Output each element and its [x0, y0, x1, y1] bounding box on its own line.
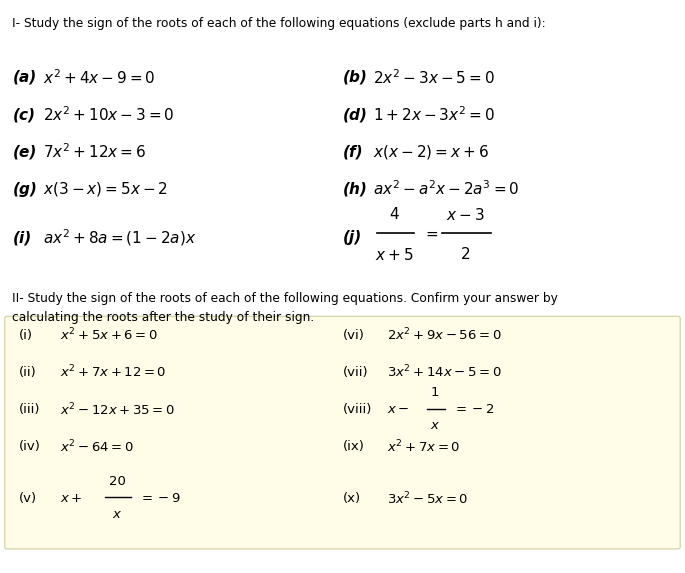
- Text: $1 + 2x - 3x^2 = 0$: $1 + 2x - 3x^2 = 0$: [373, 105, 495, 124]
- Text: $7x^2 + 12x = 6$: $7x^2 + 12x = 6$: [43, 143, 147, 161]
- Text: $3x^2 - 5x = 0$: $3x^2 - 5x = 0$: [387, 490, 469, 507]
- Text: (e): (e): [12, 144, 37, 159]
- Text: (x): (x): [342, 492, 360, 505]
- Text: (f): (f): [342, 144, 363, 159]
- Text: $=$: $=$: [423, 226, 439, 241]
- Text: (j): (j): [342, 230, 362, 245]
- Text: (i): (i): [19, 329, 33, 342]
- Text: 2: 2: [461, 248, 471, 262]
- Text: (viii): (viii): [342, 403, 372, 416]
- Text: (iii): (iii): [19, 403, 40, 416]
- Text: (b): (b): [342, 70, 367, 85]
- Text: $x^2 + 7x + 12 = 0$: $x^2 + 7x + 12 = 0$: [60, 364, 166, 380]
- Text: I- Study the sign of the roots of each of the following equations (exclude parts: I- Study the sign of the roots of each o…: [12, 17, 546, 30]
- Text: $= -9$: $= -9$: [139, 492, 181, 505]
- Text: (d): (d): [342, 107, 367, 122]
- Text: $2x^2 + 9x - 56 = 0$: $2x^2 + 9x - 56 = 0$: [387, 327, 501, 343]
- Text: $2x^2 - 3x - 5 = 0$: $2x^2 - 3x - 5 = 0$: [373, 68, 495, 87]
- Text: $x^2 + 4x - 9 = 0$: $x^2 + 4x - 9 = 0$: [43, 68, 155, 87]
- Text: $x(x - 2) = x + 6$: $x(x - 2) = x + 6$: [373, 143, 489, 161]
- Text: $x^2 - 12x + 35 = 0$: $x^2 - 12x + 35 = 0$: [60, 402, 175, 418]
- Text: $x^2 + 7x = 0$: $x^2 + 7x = 0$: [387, 439, 460, 455]
- Text: $= -2$: $= -2$: [453, 403, 495, 416]
- Text: $x^2 - 64 = 0$: $x^2 - 64 = 0$: [60, 439, 134, 455]
- Text: (vii): (vii): [342, 366, 368, 379]
- Text: (iv): (iv): [19, 441, 41, 453]
- Text: $x +$: $x +$: [60, 492, 83, 505]
- Text: $x - 3$: $x - 3$: [447, 207, 485, 223]
- Text: II- Study the sign of the roots of each of the following equations. Confirm your: II- Study the sign of the roots of each …: [12, 292, 558, 305]
- Text: $ax^2 - a^2x - 2a^3 = 0$: $ax^2 - a^2x - 2a^3 = 0$: [373, 180, 520, 198]
- Text: (h): (h): [342, 182, 367, 197]
- Text: $x(3 - x) = 5x - 2$: $x(3 - x) = 5x - 2$: [43, 180, 169, 198]
- Text: (ii): (ii): [19, 366, 37, 379]
- Text: (g): (g): [12, 182, 37, 197]
- Text: 1: 1: [431, 386, 439, 399]
- Text: $x$: $x$: [112, 508, 123, 521]
- Text: $x^2 + 5x + 6 = 0$: $x^2 + 5x + 6 = 0$: [60, 327, 158, 343]
- Text: (ix): (ix): [342, 441, 364, 453]
- Text: (i): (i): [12, 230, 32, 245]
- FancyBboxPatch shape: [5, 316, 680, 549]
- Text: $3x^2 + 14x - 5 = 0$: $3x^2 + 14x - 5 = 0$: [387, 364, 501, 380]
- Text: (c): (c): [12, 107, 36, 122]
- Text: calculating the roots after the study of their sign.: calculating the roots after the study of…: [12, 311, 314, 324]
- Text: $x$: $x$: [429, 419, 440, 432]
- Text: $x + 5$: $x + 5$: [375, 247, 413, 263]
- Text: 20: 20: [109, 475, 125, 488]
- Text: $x -$: $x -$: [387, 403, 410, 416]
- Text: $2x^2 + 10x - 3 = 0$: $2x^2 + 10x - 3 = 0$: [43, 105, 175, 124]
- Text: 4: 4: [389, 207, 399, 222]
- Text: (v): (v): [19, 492, 37, 505]
- Text: (vi): (vi): [342, 329, 364, 342]
- Text: (a): (a): [12, 70, 36, 85]
- Text: $ax^2 + 8a = (1 - 2a)x$: $ax^2 + 8a = (1 - 2a)x$: [43, 227, 197, 248]
